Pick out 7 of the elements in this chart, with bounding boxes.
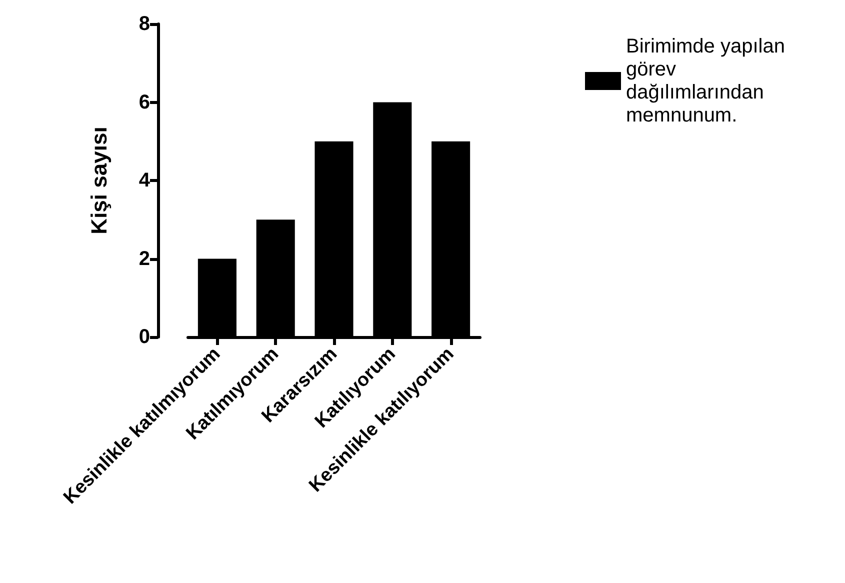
y-tick-label: 0	[138, 326, 150, 348]
legend-label: Birimimde yapılan görev dağılımlarından memnunum.	[626, 36, 791, 126]
y-tick-label: 8	[138, 13, 150, 35]
y-tick-label: 4	[138, 170, 151, 192]
y-axis-title: Kişi sayısı	[86, 126, 112, 234]
y-tick-label: 6	[138, 91, 150, 114]
y-tick-label: 2	[138, 248, 150, 270]
